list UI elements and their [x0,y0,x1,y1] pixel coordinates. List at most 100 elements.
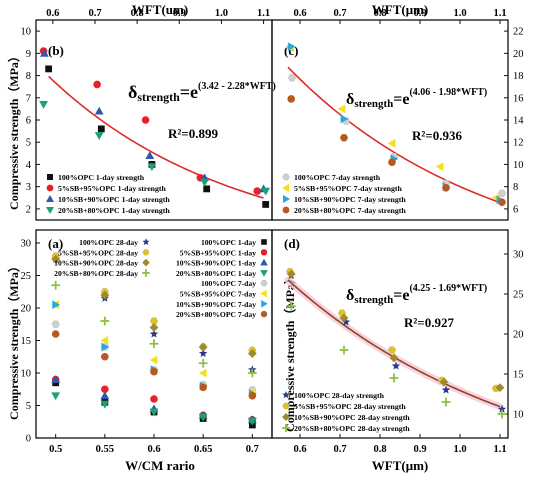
panel-b-legend-triangle-down-marker-icon [46,207,54,214]
panel-d-x-tick-label: 0.9 [413,444,426,455]
panel-c-y-tick-label: 18 [513,71,524,82]
panel-b-point-triangle-down-marker-icon [147,163,157,172]
panel-a-point-hexagon-marker-icon [149,317,159,325]
panel-b-point-triangle-up-marker-icon [145,151,155,159]
panel-b-point-square-marker-icon [45,65,53,73]
panel-a-y-tick-label: 5 [26,401,31,412]
panel-a-legend-hexagon-marker-icon [142,249,150,256]
panel-a-legend-label: 5%SB+95%OPC 28-day [58,248,138,257]
panel-d-y-tick-label: 30 [513,250,524,261]
panel-a-point-diamond-marker-icon [100,290,110,300]
panel-a-legend-label: 10%SB+90%OPC 28-day [54,259,138,268]
panel-a-legend-circle-marker-icon [260,249,268,256]
panel-d-x-tick-label: 0.8 [373,444,386,455]
panel-b-y-tick-label: 6 [26,116,31,127]
panel-b-x-axis-title: WFT(um) [132,2,188,17]
panel-a-point-plus-marker-icon [51,280,61,290]
panel-a-legend-triangle-right-marker-icon [261,300,268,308]
panel-b-point-triangle-up-marker-icon [94,106,104,115]
panel-a-legend-label: 5%SB+95%OPC 1-day [180,248,256,257]
panel-d-legend-star-marker-icon [282,391,290,399]
panel-c-point-circle-marker-icon [340,133,348,142]
panel-b-formula-base: δ [128,82,137,102]
panel-b-point-triangle-down-marker-icon [39,101,48,109]
panel-b-x-tick-label: 1.1 [257,8,270,19]
panel-c-r2: R²=0.936 [412,128,462,143]
panel-c-x-axis-title: WFT(μm) [372,2,428,17]
panel-c-formula: δstrength=e(4.06 - 1.98*WFT) [346,87,487,110]
panel-c-x-tick-label: 0.8 [373,8,386,19]
panel-c-point-circle-marker-icon [498,198,506,207]
panel-c-legend-circle-marker-icon [282,206,290,214]
panel-c-formula-rest: =e [393,91,409,108]
panel-a-y-tick-label: 15 [21,336,32,347]
panel-d-x-axis-title: WFT(μm) [372,458,428,473]
panel-a-point-plus-marker-icon [247,368,257,378]
panel-a-legend-triangle-up-marker-icon [260,258,268,266]
panel-d-point-star-marker-icon [391,361,401,370]
panel-b-legend-square-marker-icon [47,174,53,180]
panel-a-x-tick-label: 0.7 [246,444,259,455]
panel-d-point-plus-marker-icon [339,345,349,355]
panel-a-plot: 0.5 0.55 0.6 0.65 0.7 0 5 10 15 20 25 30 100%OPC 28-… [21,238,268,455]
panel-d-point-diamond-marker-icon [389,353,399,363]
panel-b-legend-label: 10%SB+90%OPC 1-day strength [58,195,170,204]
panel-a-label: (a) [48,236,63,251]
panel-a-x-tick-label: 0.6 [147,444,160,455]
panel-a-legend-circle-marker-icon [260,310,268,318]
panel-b-y-tick-label: 4 [26,160,32,171]
panel-b-plot: 0.6 0.7 0.8 0.9 1.0 1.1 2 3 4 5 6 7 8 9 10 100%OPC 1-da… [21,8,271,215]
panel-d-legend-label: 100%OPC 28-day strength [294,391,385,400]
panel-a-point-star-marker-icon [198,349,208,358]
panel-a-point-circle-marker-icon [199,383,207,392]
panel-b-y-tick-label: 10 [21,27,32,38]
panel-a-legend-label: 100%OPC 7-day [201,279,256,288]
panel-d-point-plus-marker-icon [389,373,399,383]
panel-b-fit-curve [48,75,264,199]
panel-c-point-triangle-right-marker-icon [340,114,349,124]
panel-a-point-plus-marker-icon [149,339,159,349]
panel-c-y-tick-label: 10 [513,160,524,171]
panel-b-legend-label: 20%SB+80%OPC 1-day strength [58,206,170,215]
panel-b-formula-sub: strength [137,90,180,104]
panel-b-x-tick-label: 0.9 [173,8,186,19]
panel-d-legend-label: 20%SB+80%OPC 28-day strength [294,424,410,433]
panel-c-point-triangle-left-marker-icon [387,138,396,148]
panel-a-point-triangle-right-marker-icon [101,342,110,352]
panel-d-x-tick-label: 1.0 [453,444,466,455]
panel-b-y-tick-label: 2 [26,204,31,215]
panel-a-legend-label: 20%SB+80%OPC 7-day [176,310,256,319]
panel-c-point-triangle-left-marker-icon [435,162,444,172]
panel-a-point-triangle-down-marker-icon [198,413,208,422]
panel-a-point-circle-marker-icon [150,395,158,403]
panel-a-point-triangle-down-marker-icon [100,400,110,409]
panel-c-y-tick-label: 12 [513,138,524,149]
panel-d-plot: 0.6 0.7 0.8 0.9 1.0 1.1 10 15 20 25 30 100%OPC 28-d… [282,250,524,455]
panel-d-r2: R²=0.927 [404,315,454,330]
panel-c-fit-curve [287,66,501,204]
panel-b-y-tick-label: 5 [26,138,31,149]
panel-b-point-circle-marker-icon [93,80,101,89]
panel-b-y-tick-label: 8 [26,71,31,82]
panel-d-point-diamond-marker-icon [495,383,505,392]
panel-d-y-tick-label: 25 [513,290,524,301]
panel-d-point-diamond-marker-icon [339,313,349,323]
panel-a-legend-label: 10%SB+90%OPC 7-day [176,300,256,309]
chart-marks-layer: 0.6 0.7 0.8 0.9 1.0 1.1 2 3 4 5 6 7 8 9 10 100%OPC 1-da… [21,8,525,455]
panel-a-point-star-marker-icon [149,329,159,338]
panel-a-point-diamond-marker-icon [149,323,159,332]
panel-c-formula-sub: strength [354,98,393,110]
panel-d-x-tick-label: 0.7 [333,444,346,455]
panel-b-y-tick-label: 3 [26,182,31,193]
panel-a-legend-label: 10%SB+90%OPC 1-day [176,259,256,268]
panel-b-x-tick-label: 1.0 [215,8,228,19]
panel-b-point-circle-marker-icon [253,187,262,195]
panel-b-y-axis-title: Compressive strength（MPa） [6,50,21,210]
panel-b-y-tick-label: 9 [26,49,31,60]
panel-c-formula-sup: (4.06 - 1.98*WFT) [409,87,487,98]
panel-c-point-circle-marker-icon [442,183,450,192]
panel-b-legend-circle-marker-icon [46,184,54,192]
panel-a-point-triangle-left-marker-icon [149,355,158,365]
